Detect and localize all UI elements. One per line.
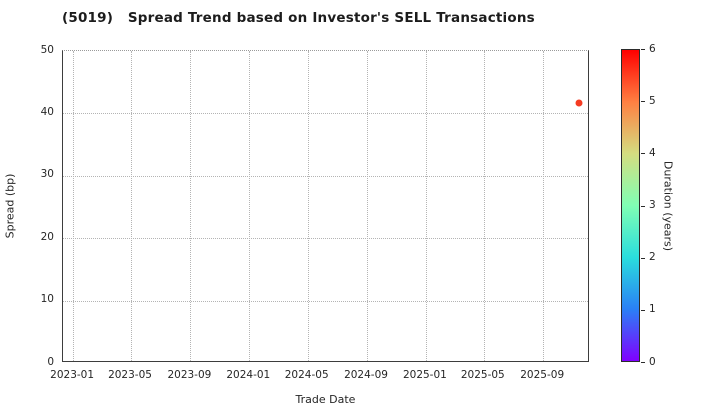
y-tick-label: 10: [40, 293, 54, 306]
x-tick-label: 2024-01: [226, 369, 271, 381]
colorbar-tick-label: 1: [649, 303, 656, 316]
gridline-horizontal: [63, 113, 588, 115]
y-tick-label: 30: [40, 168, 54, 181]
colorbar-tick-mark: [641, 362, 645, 363]
x-tick-label: 2024-05: [284, 369, 329, 381]
colorbar-label: Duration (years): [661, 160, 675, 252]
x-tick-label: 2025-05: [460, 369, 505, 381]
gridline-vertical: [483, 51, 485, 361]
gridline-vertical: [131, 51, 132, 361]
colorbar: [621, 49, 640, 362]
y-tick-label: 0: [47, 355, 54, 368]
chart-title: (5019) Spread Trend based on Investor's …: [62, 10, 535, 26]
colorbar-tick-label: 4: [649, 146, 656, 159]
y-tick-label: 20: [40, 230, 54, 243]
x-axis-label: Trade Date: [295, 393, 356, 406]
gridline-vertical: [425, 51, 427, 361]
y-axis-label: Spread (bp): [3, 173, 17, 239]
plot-area: [62, 50, 589, 362]
colorbar-tick-mark: [641, 205, 645, 207]
x-tick-label: 2025-01: [402, 369, 447, 381]
gridline-horizontal: [63, 300, 588, 302]
colorbar-tick-label: 3: [649, 199, 656, 211]
gridline-horizontal: [63, 238, 588, 240]
colorbar-tick-mark: [641, 49, 645, 50]
colorbar-tick-mark: [641, 153, 645, 155]
gridline-vertical: [249, 51, 251, 361]
gridline-vertical: [307, 51, 309, 361]
colorbar-tick-label: 2: [649, 251, 656, 264]
colorbar-tick-mark: [641, 101, 645, 103]
y-tick-label: 40: [40, 105, 54, 118]
gridline-vertical: [73, 51, 75, 361]
gridline-vertical: [190, 51, 192, 361]
x-tick-label: 2023-05: [108, 369, 152, 381]
data-point: [575, 99, 583, 107]
y-tick-label: 50: [40, 43, 54, 56]
x-tick-label: 2023-01: [50, 369, 95, 381]
x-tick-label: 2024-09: [344, 369, 388, 381]
gridline-vertical: [543, 51, 545, 361]
gridline-vertical: [367, 51, 368, 361]
gridline-horizontal: [63, 175, 588, 177]
colorbar-tick-label: 5: [649, 94, 656, 107]
colorbar-tick-label: 0: [649, 355, 656, 368]
colorbar-tick-mark: [641, 257, 645, 259]
x-tick-label: 2023-09: [167, 369, 212, 381]
x-tick-label: 2025-09: [520, 369, 565, 381]
colorbar-tick-label: 6: [649, 42, 656, 55]
colorbar-tick-mark: [641, 309, 645, 311]
